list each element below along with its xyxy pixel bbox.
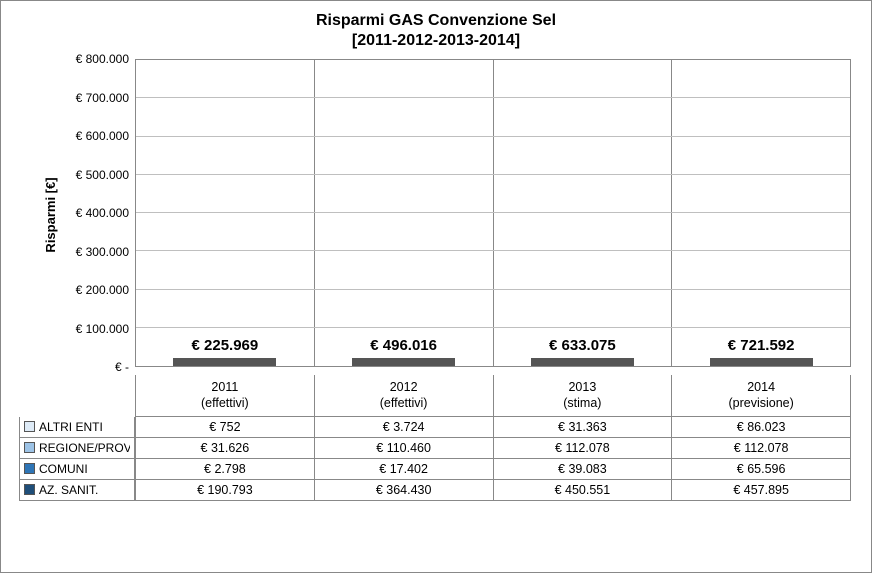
table-cell: € 86.023 — [672, 417, 851, 438]
category-label-line1: 2011 — [138, 379, 312, 395]
y-tick-label: € - — [115, 360, 129, 374]
category-label-line1: 2012 — [317, 379, 491, 395]
y-tick-label: € 700.000 — [76, 91, 129, 105]
bar-total-label: € 496.016 — [370, 337, 437, 354]
plot-area: € 225.969 € 496.016 € 633.075 € 721.592 — [135, 59, 851, 367]
category-label: 2012(effettivi) — [315, 375, 494, 417]
table-row: REGIONE/PROV.€ 31.626€ 110.460€ 112.078€… — [19, 438, 851, 459]
legend-cell-altri_enti: ALTRI ENTI — [19, 417, 135, 438]
bar-segment-az_sanit — [352, 364, 455, 366]
table-row: COMUNI € 2.798€ 17.402€ 39.083€ 65.596 — [19, 459, 851, 480]
table-cell: € 3.724 — [315, 417, 494, 438]
table-row: AZ. SANIT. € 190.793€ 364.430€ 450.551€ 4… — [19, 480, 851, 501]
chart-title: Risparmi GAS Convenzione Sel [2011-2012-… — [1, 1, 871, 55]
gridline — [136, 212, 850, 213]
bar-column: € 721.592 — [672, 60, 850, 366]
legend-label: ALTRI ENTI — [39, 420, 103, 434]
y-tick-label: € 100.000 — [76, 322, 129, 336]
table-cell: € 17.402 — [315, 459, 494, 480]
category-axis-row: 2011(effettivi)2012(effettivi)2013(stima… — [135, 375, 851, 417]
bar-total-label: € 633.075 — [549, 337, 616, 354]
bar-stack: € 633.075 — [531, 358, 634, 366]
bar-column: € 496.016 — [315, 60, 494, 366]
category-label-line2: (previsione) — [674, 395, 848, 411]
category-label-line1: 2014 — [674, 379, 848, 395]
bar-total-label: € 721.592 — [728, 337, 795, 354]
y-tick-label: € 300.000 — [76, 245, 129, 259]
category-label: 2011(effettivi) — [136, 375, 315, 417]
table-cell: € 31.626 — [136, 438, 315, 459]
bar-stack: € 496.016 — [352, 358, 455, 366]
table-cell: € 112.078 — [672, 438, 851, 459]
table-cell: € 112.078 — [494, 438, 673, 459]
table-cell: € 65.596 — [672, 459, 851, 480]
bar-stack: € 721.592 — [710, 358, 813, 366]
bar-segment-az_sanit — [531, 364, 634, 366]
table-cell: € 457.895 — [672, 480, 851, 501]
legend-swatch — [24, 421, 35, 432]
bar-segment-az_sanit — [173, 364, 276, 366]
gridline — [136, 250, 850, 251]
y-tick-label: € 200.000 — [76, 283, 129, 297]
legend-cell-az_sanit: AZ. SANIT. — [19, 480, 135, 501]
table-cell: € 364.430 — [315, 480, 494, 501]
y-axis: € -€ 100.000€ 200.000€ 300.000€ 400.000€… — [49, 59, 133, 367]
y-tick-label: € 500.000 — [76, 168, 129, 182]
table-row-cells: € 2.798€ 17.402€ 39.083€ 65.596 — [135, 459, 851, 480]
y-tick-label: € 400.000 — [76, 206, 129, 220]
gridline — [136, 289, 850, 290]
legend-swatch — [24, 463, 35, 474]
category-label-line1: 2013 — [496, 379, 670, 395]
legend-label: REGIONE/PROV. — [39, 441, 130, 455]
legend-cell-comuni: COMUNI — [19, 459, 135, 480]
category-label-line2: (effettivi) — [317, 395, 491, 411]
table-cell: € 31.363 — [494, 417, 673, 438]
legend-swatch — [24, 442, 35, 453]
bar-segment-az_sanit — [710, 364, 813, 366]
legend-swatch — [24, 484, 35, 495]
table-cell: € 39.083 — [494, 459, 673, 480]
category-label: 2014(previsione) — [672, 375, 851, 417]
category-label-line2: (effettivi) — [138, 395, 312, 411]
bar-column: € 633.075 — [494, 60, 673, 366]
gridline — [136, 174, 850, 175]
bar-column: € 225.969 — [136, 60, 315, 366]
table-row: ALTRI ENTI € 752€ 3.724€ 31.363€ 86.023 — [19, 417, 851, 438]
gridline — [136, 97, 850, 98]
chart-container: Risparmi GAS Convenzione Sel [2011-2012-… — [0, 0, 872, 573]
legend-label: AZ. SANIT. — [39, 483, 98, 497]
bar-total-label: € 225.969 — [192, 337, 259, 354]
chart-plot-wrap: Risparmi [€] € -€ 100.000€ 200.000€ 300.… — [49, 55, 859, 375]
legend-cell-regione_prov: REGIONE/PROV. — [19, 438, 135, 459]
y-tick-label: € 600.000 — [76, 129, 129, 143]
bars-layer: € 225.969 € 496.016 € 633.075 € 721.592 — [136, 60, 850, 366]
data-table: ALTRI ENTI € 752€ 3.724€ 31.363€ 86.023 RE… — [19, 417, 851, 501]
table-cell: € 110.460 — [315, 438, 494, 459]
y-tick-label: € 800.000 — [76, 52, 129, 66]
table-cell: € 190.793 — [136, 480, 315, 501]
table-row-cells: € 31.626€ 110.460€ 112.078€ 112.078 — [135, 438, 851, 459]
table-cell: € 2.798 — [136, 459, 315, 480]
table-row-cells: € 190.793€ 364.430€ 450.551€ 457.895 — [135, 480, 851, 501]
legend-label: COMUNI — [39, 462, 88, 476]
chart-title-line2: [2011-2012-2013-2014] — [1, 31, 871, 51]
table-cell: € 450.551 — [494, 480, 673, 501]
table-cell: € 752 — [136, 417, 315, 438]
gridline — [136, 136, 850, 137]
table-row-cells: € 752€ 3.724€ 31.363€ 86.023 — [135, 417, 851, 438]
category-label-line2: (stima) — [496, 395, 670, 411]
bar-stack: € 225.969 — [173, 358, 276, 366]
category-label: 2013(stima) — [494, 375, 673, 417]
gridline — [136, 327, 850, 328]
chart-title-line1: Risparmi GAS Convenzione Sel — [1, 11, 871, 31]
